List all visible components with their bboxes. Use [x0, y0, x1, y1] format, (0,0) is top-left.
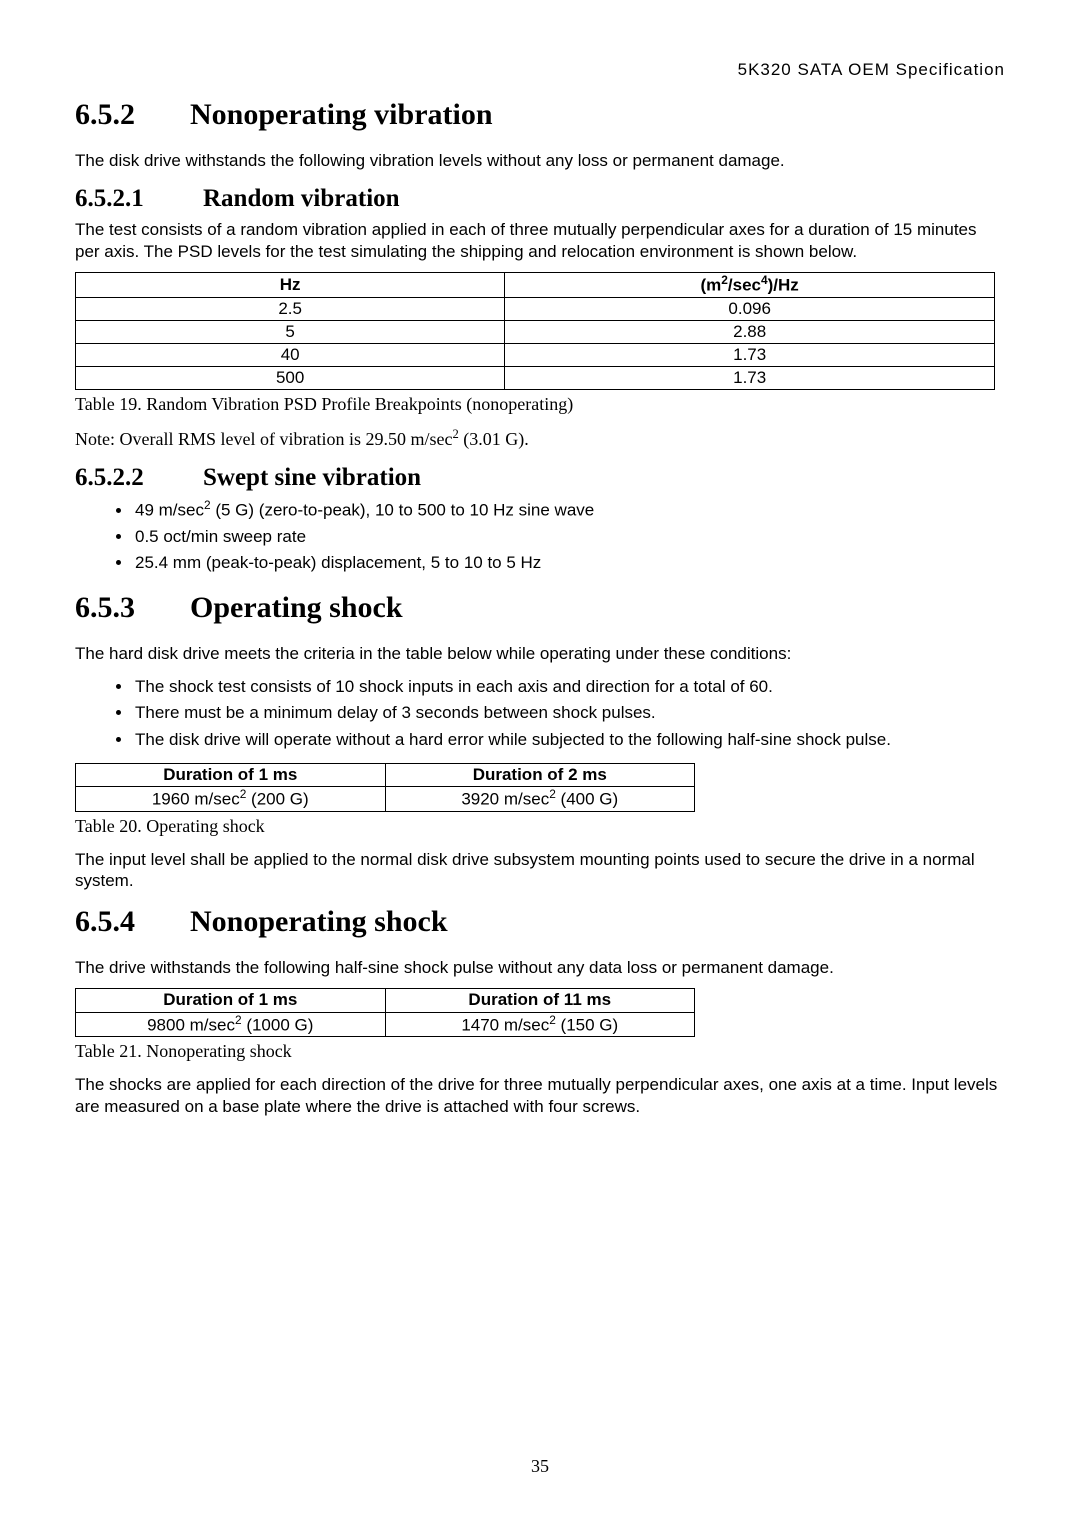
cell-psd: 0.096: [505, 297, 995, 320]
cell-hz: 5: [76, 320, 505, 343]
col-header-hz: Hz: [76, 272, 505, 297]
col-header-2ms: Duration of 2 ms: [385, 763, 695, 786]
cell-1ms: 1960 m/sec2 (200 G): [76, 786, 386, 811]
cell-1ms: 9800 m/sec2 (1000 G): [76, 1012, 386, 1037]
table-21-caption: Table 21. Nonoperating shock: [75, 1041, 1005, 1062]
heading-654: 6.5.4Nonoperating shock: [75, 905, 1005, 939]
cell-hz: 2.5: [76, 297, 505, 320]
heading-text: Nonoperating vibration: [190, 98, 493, 131]
table-header-row: Duration of 1 ms Duration of 2 ms: [76, 763, 695, 786]
doc-header: 5K320 SATA OEM Specification: [75, 60, 1005, 80]
col-header-11ms: Duration of 11 ms: [385, 989, 695, 1012]
col-header-1ms: Duration of 1 ms: [76, 989, 386, 1012]
intro-654: The drive withstands the following half-…: [75, 957, 1005, 978]
heading-text: Nonoperating shock: [190, 905, 448, 938]
outro-653: The input level shall be applied to the …: [75, 849, 1005, 892]
heading-number: 6.5.4: [75, 905, 190, 939]
table-header-row: Hz (m2/sec4)/Hz: [76, 272, 995, 297]
heading-text: Random vibration: [203, 185, 400, 212]
heading-text: Operating shock: [190, 591, 403, 624]
cell-11ms: 1470 m/sec2 (150 G): [385, 1012, 695, 1037]
heading-number: 6.5.2.1: [75, 185, 203, 213]
list-item: 25.4 mm (peak-to-peak) displacement, 5 t…: [133, 550, 1005, 576]
bullets-6522: 49 m/sec2 (5 G) (zero-to-peak), 10 to 50…: [75, 496, 1005, 577]
cell-psd: 1.73: [505, 343, 995, 366]
col-header-1ms: Duration of 1 ms: [76, 763, 386, 786]
cell-hz: 500: [76, 366, 505, 389]
heading-number: 6.5.3: [75, 591, 190, 625]
col-header-psd: (m2/sec4)/Hz: [505, 272, 995, 297]
table-row: 2.5 0.096: [76, 297, 995, 320]
table-row: 5 2.88: [76, 320, 995, 343]
page: 5K320 SATA OEM Specification 6.5.2Nonope…: [0, 0, 1080, 1527]
table-row: 9800 m/sec2 (1000 G) 1470 m/sec2 (150 G): [76, 1012, 695, 1037]
cell-psd: 2.88: [505, 320, 995, 343]
bullets-653: The shock test consists of 10 shock inpu…: [75, 674, 1005, 753]
table-row: 40 1.73: [76, 343, 995, 366]
heading-6521: 6.5.2.1Random vibration: [75, 185, 1005, 213]
heading-number: 6.5.2: [75, 98, 190, 132]
intro-652: The disk drive withstands the following …: [75, 150, 1005, 171]
list-item: 0.5 oct/min sweep rate: [133, 524, 1005, 550]
list-item: The disk drive will operate without a ha…: [133, 727, 1005, 753]
cell-2ms: 3920 m/sec2 (400 G): [385, 786, 695, 811]
list-item: 49 m/sec2 (5 G) (zero-to-peak), 10 to 50…: [133, 496, 1005, 524]
intro-6521: The test consists of a random vibration …: [75, 219, 1005, 262]
table-20-caption: Table 20. Operating shock: [75, 816, 1005, 837]
heading-6522: 6.5.2.2Swept sine vibration: [75, 464, 1005, 492]
table-19: Hz (m2/sec4)/Hz 2.5 0.096 5 2.88 40 1.73…: [75, 272, 995, 390]
table-21: Duration of 1 ms Duration of 11 ms 9800 …: [75, 988, 695, 1037]
cell-hz: 40: [76, 343, 505, 366]
page-number: 35: [0, 1456, 1080, 1477]
heading-text: Swept sine vibration: [203, 464, 421, 491]
heading-number: 6.5.2.2: [75, 464, 203, 492]
cell-psd: 1.73: [505, 366, 995, 389]
heading-653: 6.5.3Operating shock: [75, 591, 1005, 625]
note-rms: Note: Overall RMS level of vibration is …: [75, 427, 1005, 450]
intro-653: The hard disk drive meets the criteria i…: [75, 643, 1005, 664]
table-20: Duration of 1 ms Duration of 2 ms 1960 m…: [75, 763, 695, 812]
table-row: 1960 m/sec2 (200 G) 3920 m/sec2 (400 G): [76, 786, 695, 811]
list-item: There must be a minimum delay of 3 secon…: [133, 700, 1005, 726]
heading-652: 6.5.2Nonoperating vibration: [75, 98, 1005, 132]
table-row: 500 1.73: [76, 366, 995, 389]
list-item: The shock test consists of 10 shock inpu…: [133, 674, 1005, 700]
outro-654: The shocks are applied for each directio…: [75, 1074, 1005, 1117]
table-19-caption: Table 19. Random Vibration PSD Profile B…: [75, 394, 1005, 415]
table-header-row: Duration of 1 ms Duration of 11 ms: [76, 989, 695, 1012]
